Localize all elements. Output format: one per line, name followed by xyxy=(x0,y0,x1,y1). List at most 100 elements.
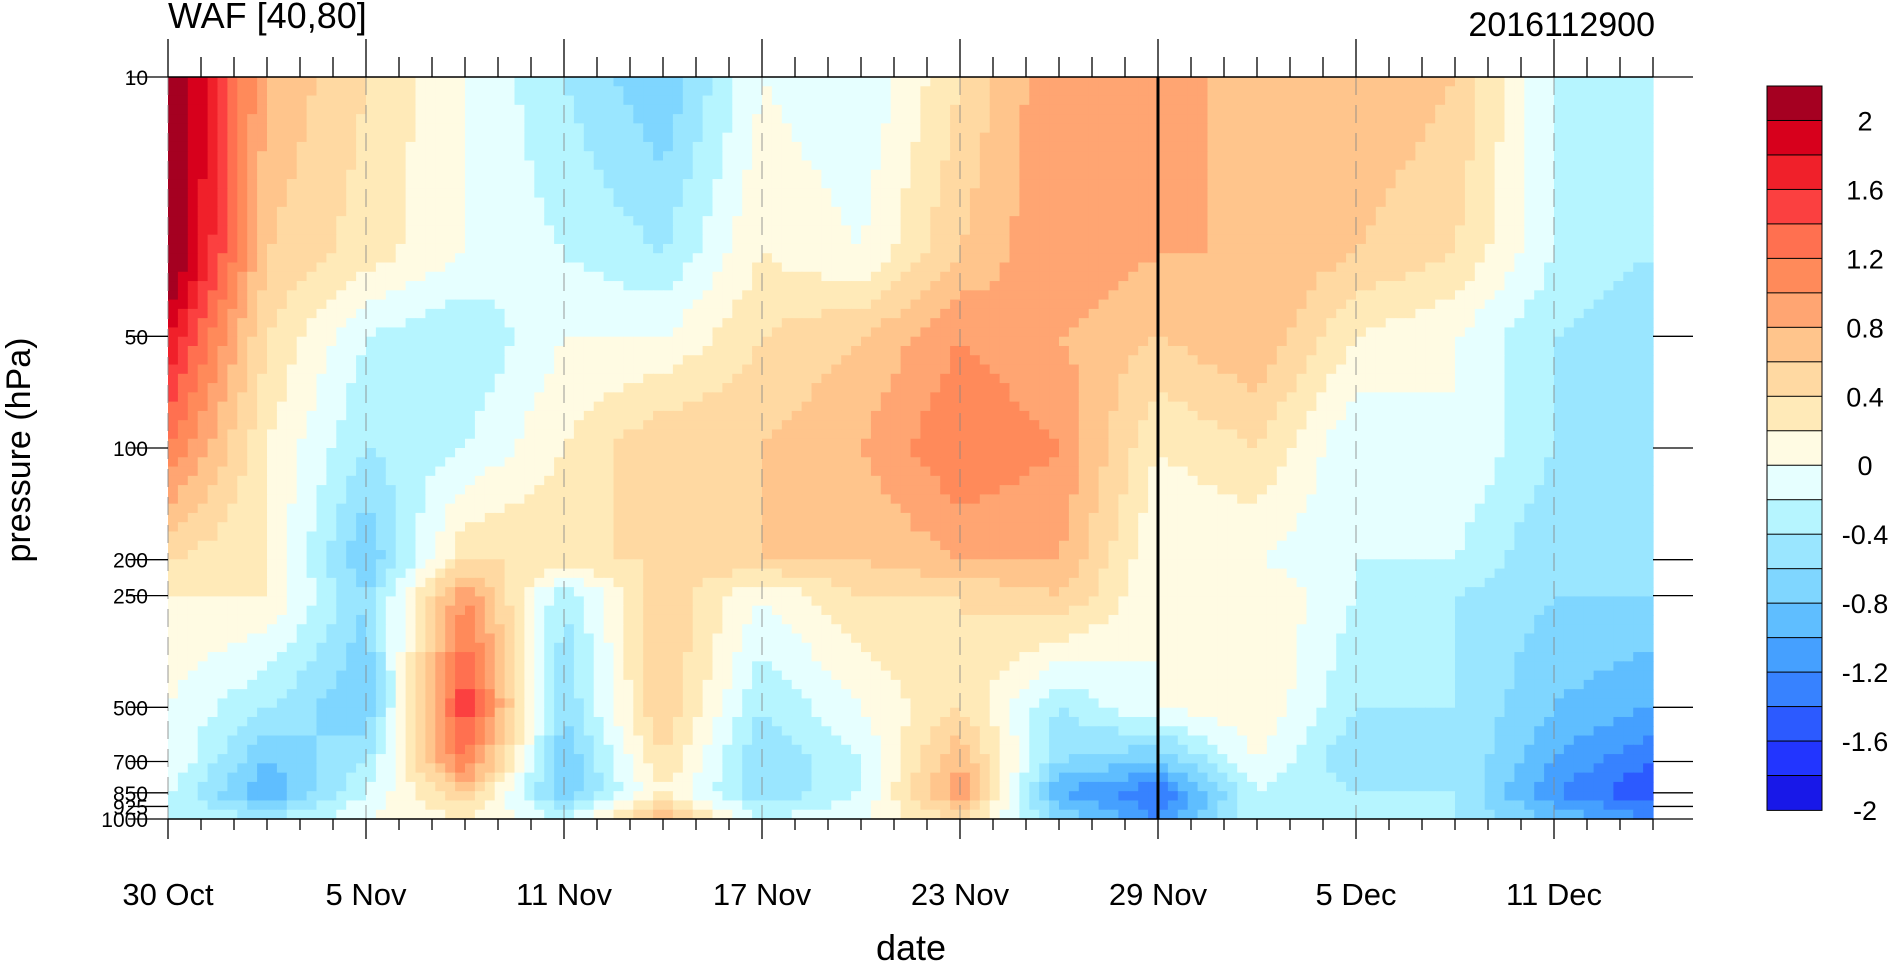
field-cell xyxy=(1594,142,1605,152)
field-cell xyxy=(584,253,595,263)
field-cell xyxy=(594,300,605,310)
field-cell xyxy=(1099,225,1110,235)
field-cell xyxy=(920,198,931,208)
field-cell xyxy=(1376,337,1387,347)
field-cell xyxy=(1109,346,1120,356)
field-cell xyxy=(584,309,595,319)
field-cell xyxy=(326,244,337,254)
field-cell xyxy=(782,142,793,152)
field-cell xyxy=(1237,253,1248,263)
field-cell xyxy=(891,216,902,226)
field-cell xyxy=(1396,114,1407,124)
field-cell xyxy=(1099,179,1110,189)
field-cell xyxy=(1584,105,1595,115)
field-cell xyxy=(297,300,308,310)
field-cell xyxy=(970,133,981,143)
field-cell xyxy=(574,96,585,106)
field-cell xyxy=(821,272,832,282)
field-cell xyxy=(168,253,179,263)
field-cell xyxy=(396,281,407,291)
field-cell xyxy=(257,355,268,365)
field-cell xyxy=(722,244,733,254)
field-cell xyxy=(970,272,981,282)
field-cell xyxy=(584,337,595,347)
field-cell xyxy=(455,77,466,87)
field-cell xyxy=(1168,244,1179,254)
field-cell xyxy=(1178,263,1189,273)
field-cell xyxy=(594,123,605,133)
field-cell xyxy=(425,170,436,180)
field-cell xyxy=(1208,96,1219,106)
field-cell xyxy=(792,346,803,356)
field-cell xyxy=(218,244,229,254)
field-cell xyxy=(1010,235,1021,245)
field-cell xyxy=(594,77,605,87)
field-cell xyxy=(1089,225,1100,235)
field-cell xyxy=(851,142,862,152)
field-cell xyxy=(891,198,902,208)
field-cell xyxy=(495,309,506,319)
field-cell xyxy=(1386,114,1397,124)
field-cell xyxy=(475,86,486,96)
field-cell xyxy=(1138,244,1149,254)
field-cell xyxy=(1000,216,1011,226)
field-cell xyxy=(633,300,644,310)
field-cell xyxy=(1633,133,1644,143)
field-cell xyxy=(1010,179,1021,189)
field-cell xyxy=(920,235,931,245)
field-cell xyxy=(1000,160,1011,170)
field-cell xyxy=(267,346,278,356)
field-cell xyxy=(505,225,515,235)
field-cell xyxy=(920,160,931,170)
field-cell xyxy=(445,77,456,87)
field-cell xyxy=(356,96,367,106)
field-cell xyxy=(643,77,654,87)
field-cell xyxy=(752,300,763,310)
field-cell xyxy=(1049,123,1060,133)
field-cell xyxy=(1217,142,1228,152)
field-cell xyxy=(1010,123,1021,133)
field-cell xyxy=(1574,235,1585,245)
field-cell xyxy=(237,151,248,161)
field-cell xyxy=(267,77,278,87)
field-cell xyxy=(307,300,318,310)
field-cell xyxy=(623,151,634,161)
field-cell xyxy=(336,225,347,235)
field-cell xyxy=(1019,327,1030,337)
field-cell xyxy=(455,346,466,356)
field-cell xyxy=(1247,337,1258,347)
field-cell xyxy=(336,244,347,254)
field-cell xyxy=(722,355,733,365)
field-cell xyxy=(1564,170,1575,180)
field-cell xyxy=(871,114,882,124)
field-cell xyxy=(455,114,466,124)
field-cell xyxy=(970,318,981,328)
field-cell xyxy=(1366,225,1377,235)
field-cell xyxy=(544,160,555,170)
field-cell xyxy=(1069,346,1080,356)
field-cell xyxy=(782,207,793,217)
field-cell xyxy=(1237,86,1248,96)
field-cell xyxy=(307,272,318,282)
field-cell xyxy=(1059,253,1070,263)
field-cell xyxy=(841,123,852,133)
field-cell xyxy=(188,105,199,115)
field-cell xyxy=(1158,281,1169,291)
field-cell xyxy=(980,170,991,180)
field-cell xyxy=(990,179,1001,189)
field-cell xyxy=(257,170,268,180)
field-cell xyxy=(1366,216,1377,226)
field-cell xyxy=(1069,225,1080,235)
field-cell xyxy=(802,114,813,124)
field-cell xyxy=(960,337,971,347)
field-cell xyxy=(841,105,852,115)
field-cell xyxy=(703,123,714,133)
field-cell xyxy=(257,198,268,208)
field-cell xyxy=(1435,272,1446,282)
field-cell xyxy=(237,225,248,235)
field-cell xyxy=(920,244,931,254)
field-cell xyxy=(1118,263,1129,273)
field-cell xyxy=(1227,244,1238,254)
field-cell xyxy=(742,365,753,375)
field-cell xyxy=(1010,225,1021,235)
